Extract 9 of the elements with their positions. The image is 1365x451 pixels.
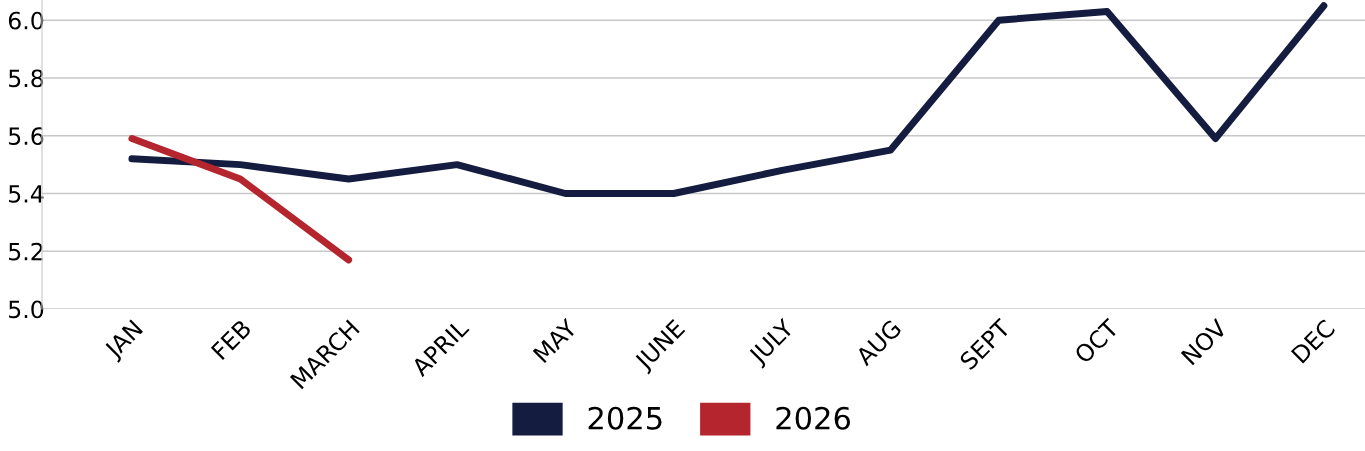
x-tick-label: FEB (210, 319, 252, 360)
y-tick-label: 5.2 (9, 242, 43, 261)
y-tick-label: 5.0 (9, 300, 44, 319)
legend-label: 2025 (588, 406, 662, 430)
legend-label: 2026 (776, 406, 850, 430)
y-tick-label: 5.6 (9, 127, 44, 146)
y-tick-label: 5.8 (9, 69, 44, 88)
y-tick-label: 6.0 (8, 11, 44, 30)
y-tick-label: 5.4 (9, 185, 44, 203)
